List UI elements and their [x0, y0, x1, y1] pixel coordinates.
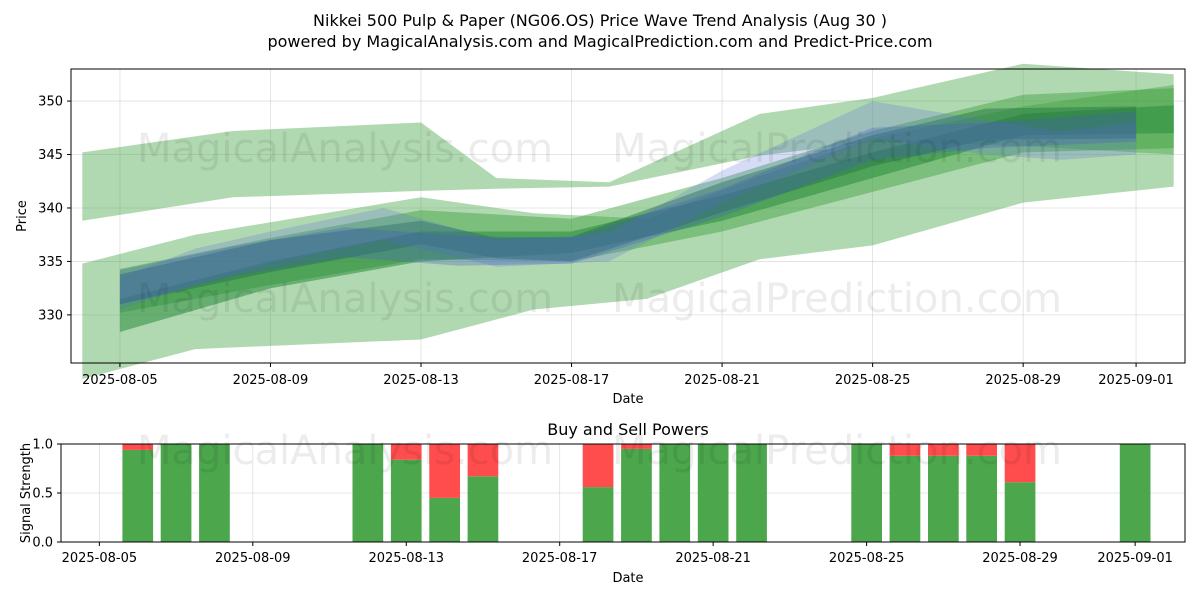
signal-watermarks: MagicalAnalysis.com MagicalPrediction.co… [137, 428, 1062, 474]
chart-title-line1: Nikkei 500 Pulp & Paper (NG06.OS) Price … [313, 11, 887, 30]
buy-bar [390, 459, 422, 542]
price-y-tick-label: 335 [38, 255, 63, 270]
signal-x-tick-label: 2025-08-25 [829, 551, 905, 566]
signal-y-tick-label: 0.5 [32, 487, 53, 502]
signal-panel-title: Buy and Sell Powers [547, 420, 709, 439]
buy-bar [1004, 482, 1036, 542]
price-x-ticks: 2025-08-05 2025-08-09 2025-08-13 2025-08-17… [82, 363, 1174, 388]
signal-panel: Buy and Sell Powers MagicalAnalysis.com … [19, 420, 1186, 586]
buy-bar [851, 444, 882, 542]
buy-bar [928, 455, 959, 542]
price-x-tick-label: 2025-08-05 [82, 373, 158, 388]
watermark-prediction-bottom: MagicalPrediction.com [612, 276, 1062, 322]
watermark-analysis-bottom: MagicalAnalysis.com [137, 276, 553, 322]
sell-bar [966, 444, 997, 456]
signal-x-tick-label: 2025-08-13 [368, 551, 444, 566]
price-x-tick-label: 2025-09-01 [1098, 373, 1174, 388]
signal-x-tick-label: 2025-09-01 [1097, 551, 1173, 566]
signal-x-tick-label: 2025-08-05 [62, 551, 138, 566]
buy-bar [889, 455, 921, 542]
price-panel: MagicalAnalysis.com MagicalPrediction.co… [15, 63, 1186, 407]
watermark-analysis-signal: MagicalAnalysis.com [137, 428, 553, 474]
buy-bar [621, 448, 652, 542]
signal-x-tick-label: 2025-08-17 [522, 551, 598, 566]
signal-x-tick-label: 2025-08-21 [675, 551, 751, 566]
sell-bar [429, 444, 460, 498]
buy-bar [160, 444, 192, 542]
buy-bar [429, 497, 460, 542]
price-watermarks: MagicalAnalysis.com MagicalPrediction.co… [137, 126, 1062, 322]
price-x-tick-label: 2025-08-21 [684, 373, 760, 388]
buy-bar [966, 455, 997, 542]
buy-bar [1119, 444, 1151, 542]
price-y-tick-label: 330 [38, 308, 63, 323]
price-x-tick-label: 2025-08-17 [534, 373, 610, 388]
watermark-prediction-top: MagicalPrediction.com [612, 126, 1062, 172]
signal-bars [122, 444, 1151, 542]
price-y-tick-label: 340 [38, 201, 63, 216]
price-green-band [119, 106, 1137, 305]
sell-bar [582, 444, 614, 488]
sell-bar [621, 444, 652, 449]
buy-bar [467, 476, 499, 542]
buy-bar [736, 444, 767, 542]
sell-bar [122, 444, 154, 450]
signal-y-tick-label: 1.0 [32, 438, 53, 453]
watermark-analysis-top: MagicalAnalysis.com [137, 126, 553, 172]
signal-x-tick-label: 2025-08-09 [215, 551, 291, 566]
sell-bar [467, 444, 499, 477]
signal-y-axis-label: Signal Strength [19, 443, 34, 543]
buy-bar [122, 449, 154, 542]
chart-title-line2: powered by MagicalAnalysis.com and Magic… [267, 32, 932, 51]
price-y-tick-label: 350 [38, 95, 63, 110]
price-bands [82, 63, 1174, 379]
buy-bar [199, 444, 230, 542]
sell-bar [928, 444, 959, 456]
buy-bar [582, 487, 614, 542]
price-green-band [82, 63, 1174, 221]
price-x-tick-label: 2025-08-29 [985, 373, 1061, 388]
signal-y-tick-label: 0.0 [32, 536, 53, 551]
sell-bar [390, 444, 422, 460]
price-plot-frame [70, 68, 1186, 364]
buy-bar [697, 444, 729, 542]
price-y-tick-label: 345 [38, 148, 63, 163]
signal-x-ticks: 2025-08-05 2025-08-09 2025-08-13 2025-08-17… [62, 542, 1173, 566]
price-y-axis-label: Price [15, 200, 30, 232]
price-x-tick-label: 2025-08-13 [383, 373, 459, 388]
signal-x-tick-label: 2025-08-29 [982, 551, 1058, 566]
sell-bar [889, 444, 921, 456]
buy-bar [352, 444, 384, 542]
price-x-axis-label: Date [612, 392, 643, 407]
price-x-tick-label: 2025-08-09 [233, 373, 309, 388]
sell-bar [1004, 444, 1036, 483]
price-y-ticks: 330 335 340 345 350 [38, 95, 71, 323]
signal-x-axis-label: Date [612, 571, 643, 586]
price-x-tick-label: 2025-08-25 [835, 373, 911, 388]
price-blue-band [119, 111, 1137, 305]
signal-y-ticks: 0.0 0.5 1.0 [32, 438, 61, 551]
watermark-prediction-signal: MagicalPrediction.com [612, 428, 1062, 474]
buy-bar [659, 444, 691, 542]
